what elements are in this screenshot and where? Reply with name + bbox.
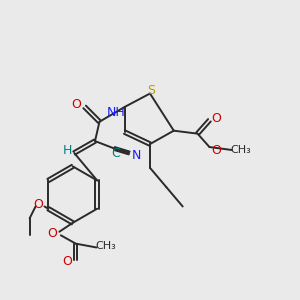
Text: N: N — [132, 149, 141, 162]
Text: C: C — [111, 147, 120, 161]
Text: S: S — [148, 84, 155, 97]
Text: NH: NH — [106, 106, 125, 119]
Text: O: O — [47, 227, 57, 240]
Text: O: O — [33, 199, 43, 212]
Text: H: H — [63, 144, 72, 157]
Text: O: O — [71, 98, 81, 111]
Text: CH₃: CH₃ — [230, 145, 251, 155]
Text: O: O — [211, 144, 221, 157]
Text: O: O — [211, 112, 221, 125]
Text: CH₃: CH₃ — [95, 241, 116, 251]
Text: O: O — [62, 255, 72, 268]
